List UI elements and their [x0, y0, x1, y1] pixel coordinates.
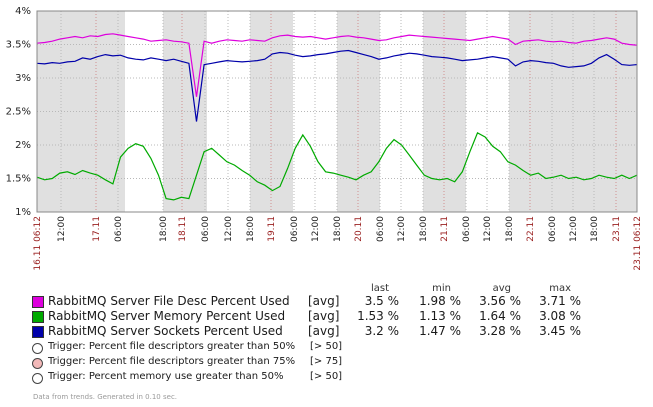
x-axis-ticks: 16.11 06:12 12:00 17.11 06:00 18:00 18.11 06:0… — [33, 216, 643, 271]
x-tick-label: 17.11 — [92, 216, 102, 242]
legend-swatch — [32, 326, 44, 338]
legend-avg: 3.56 % — [479, 294, 521, 308]
legend-header-max: max — [549, 283, 571, 294]
x-tick-label: 16.11 06:12 — [33, 216, 43, 271]
x-tick-label: 18.11 — [178, 216, 188, 242]
legend-max: 3.45 % — [539, 324, 581, 338]
trigger-circle-icon — [32, 358, 43, 369]
x-tick-label: 06:00 — [290, 216, 300, 242]
x-tick-label: 18:00 — [159, 216, 169, 242]
x-tick-label: 06:00 — [114, 216, 124, 242]
legend-func: [avg] — [308, 324, 340, 338]
legend-header-avg: avg — [492, 283, 511, 294]
legend-last: 1.53 % — [357, 309, 399, 323]
legend-min: 1.98 % — [419, 294, 461, 308]
series-lines — [36, 33, 638, 201]
x-tick-label: 18:00 — [333, 216, 343, 242]
series-line — [36, 33, 638, 97]
x-tick-label: 23.11 — [612, 216, 622, 242]
trigger-circle-icon — [32, 343, 43, 354]
x-tick-label: 18:00 — [246, 216, 256, 242]
legend-last: 3.5 % — [364, 294, 399, 308]
legend-func: [avg] — [308, 294, 340, 308]
x-tick-label: 18:00 — [419, 216, 429, 242]
trigger-value: [> 50] — [310, 371, 343, 382]
trigger-circle-icon — [32, 373, 43, 384]
legend-max: 3.71 % — [539, 294, 581, 308]
y-axis-ticks: 1% 1.5% 2% 2.5% 3% 3.5% 4% — [6, 6, 31, 218]
legend-header-min: min — [432, 283, 451, 294]
x-tick-label: 06:00 — [201, 216, 211, 242]
x-tick-label: 19.11 — [267, 216, 277, 242]
legend-avg: 3.28 % — [479, 324, 521, 338]
y-tick-label: 3% — [15, 73, 31, 84]
x-tick-label: 23.11 06:12 — [633, 216, 643, 271]
x-tick-label: 22.11 — [526, 216, 536, 242]
series-line — [36, 132, 638, 201]
trigger-label: Trigger: Percent file descriptors greate… — [48, 341, 296, 352]
legend-min: 1.13 % — [419, 309, 461, 323]
legend-swatch — [32, 296, 44, 308]
x-tick-label: 12:00 — [483, 216, 493, 242]
trigger-value: [> 50] — [310, 341, 343, 352]
legend-min: 1.47 % — [419, 324, 461, 338]
x-tick-label: 06:00 — [376, 216, 386, 242]
legend-last: 3.2 % — [364, 324, 399, 338]
y-tick-label: 4% — [15, 6, 31, 17]
legend-label: RabbitMQ Server File Desc Percent Used — [48, 294, 290, 308]
x-tick-label: 12:00 — [569, 216, 579, 242]
x-tick-label: 20.11 — [354, 216, 364, 242]
x-tick-label: 12:00 — [311, 216, 321, 242]
plot-frame — [36, 10, 638, 213]
y-tick-label: 1% — [15, 207, 31, 218]
y-tick-label: 2% — [15, 140, 31, 151]
footer-note: Data from trends. Generated in 0.10 sec. — [33, 393, 178, 401]
x-tick-label: 12:00 — [397, 216, 407, 242]
y-tick-label: 1.5% — [6, 174, 31, 185]
chart: 1% 1.5% 2% 2.5% 3% 3.5% 4% 16.11 06:12 12:00 17.… — [6, 6, 643, 271]
x-tick-label: 06:00 — [462, 216, 472, 242]
trigger-label: Trigger: Percent file descriptors greate… — [48, 356, 296, 367]
legend-label: RabbitMQ Server Memory Percent Used — [48, 309, 286, 323]
x-tick-label: 06:00 — [548, 216, 558, 242]
trigger-value: [> 75] — [310, 356, 343, 367]
x-tick-label: 21.11 — [440, 216, 450, 242]
x-tick-label: 18:00 — [590, 216, 600, 242]
legend-max: 3.08 % — [539, 309, 581, 323]
x-tick-label: 12:00 — [57, 216, 67, 242]
legend-swatch — [32, 311, 44, 323]
legend-header-last: last — [370, 283, 389, 294]
x-tick-label: 12:00 — [224, 216, 234, 242]
legend-rows: RabbitMQ Server File Desc Percent Used [… — [30, 294, 650, 394]
y-tick-label: 3.5% — [6, 40, 31, 51]
legend-func: [avg] — [308, 309, 340, 323]
legend-label: RabbitMQ Server Sockets Percent Used — [48, 324, 283, 338]
series-line — [36, 49, 638, 122]
legend-avg: 1.64 % — [479, 309, 521, 323]
x-tick-label: 18:00 — [505, 216, 515, 242]
y-tick-label: 2.5% — [6, 107, 31, 118]
trigger-label: Trigger: Percent memory use greater than… — [48, 371, 284, 382]
